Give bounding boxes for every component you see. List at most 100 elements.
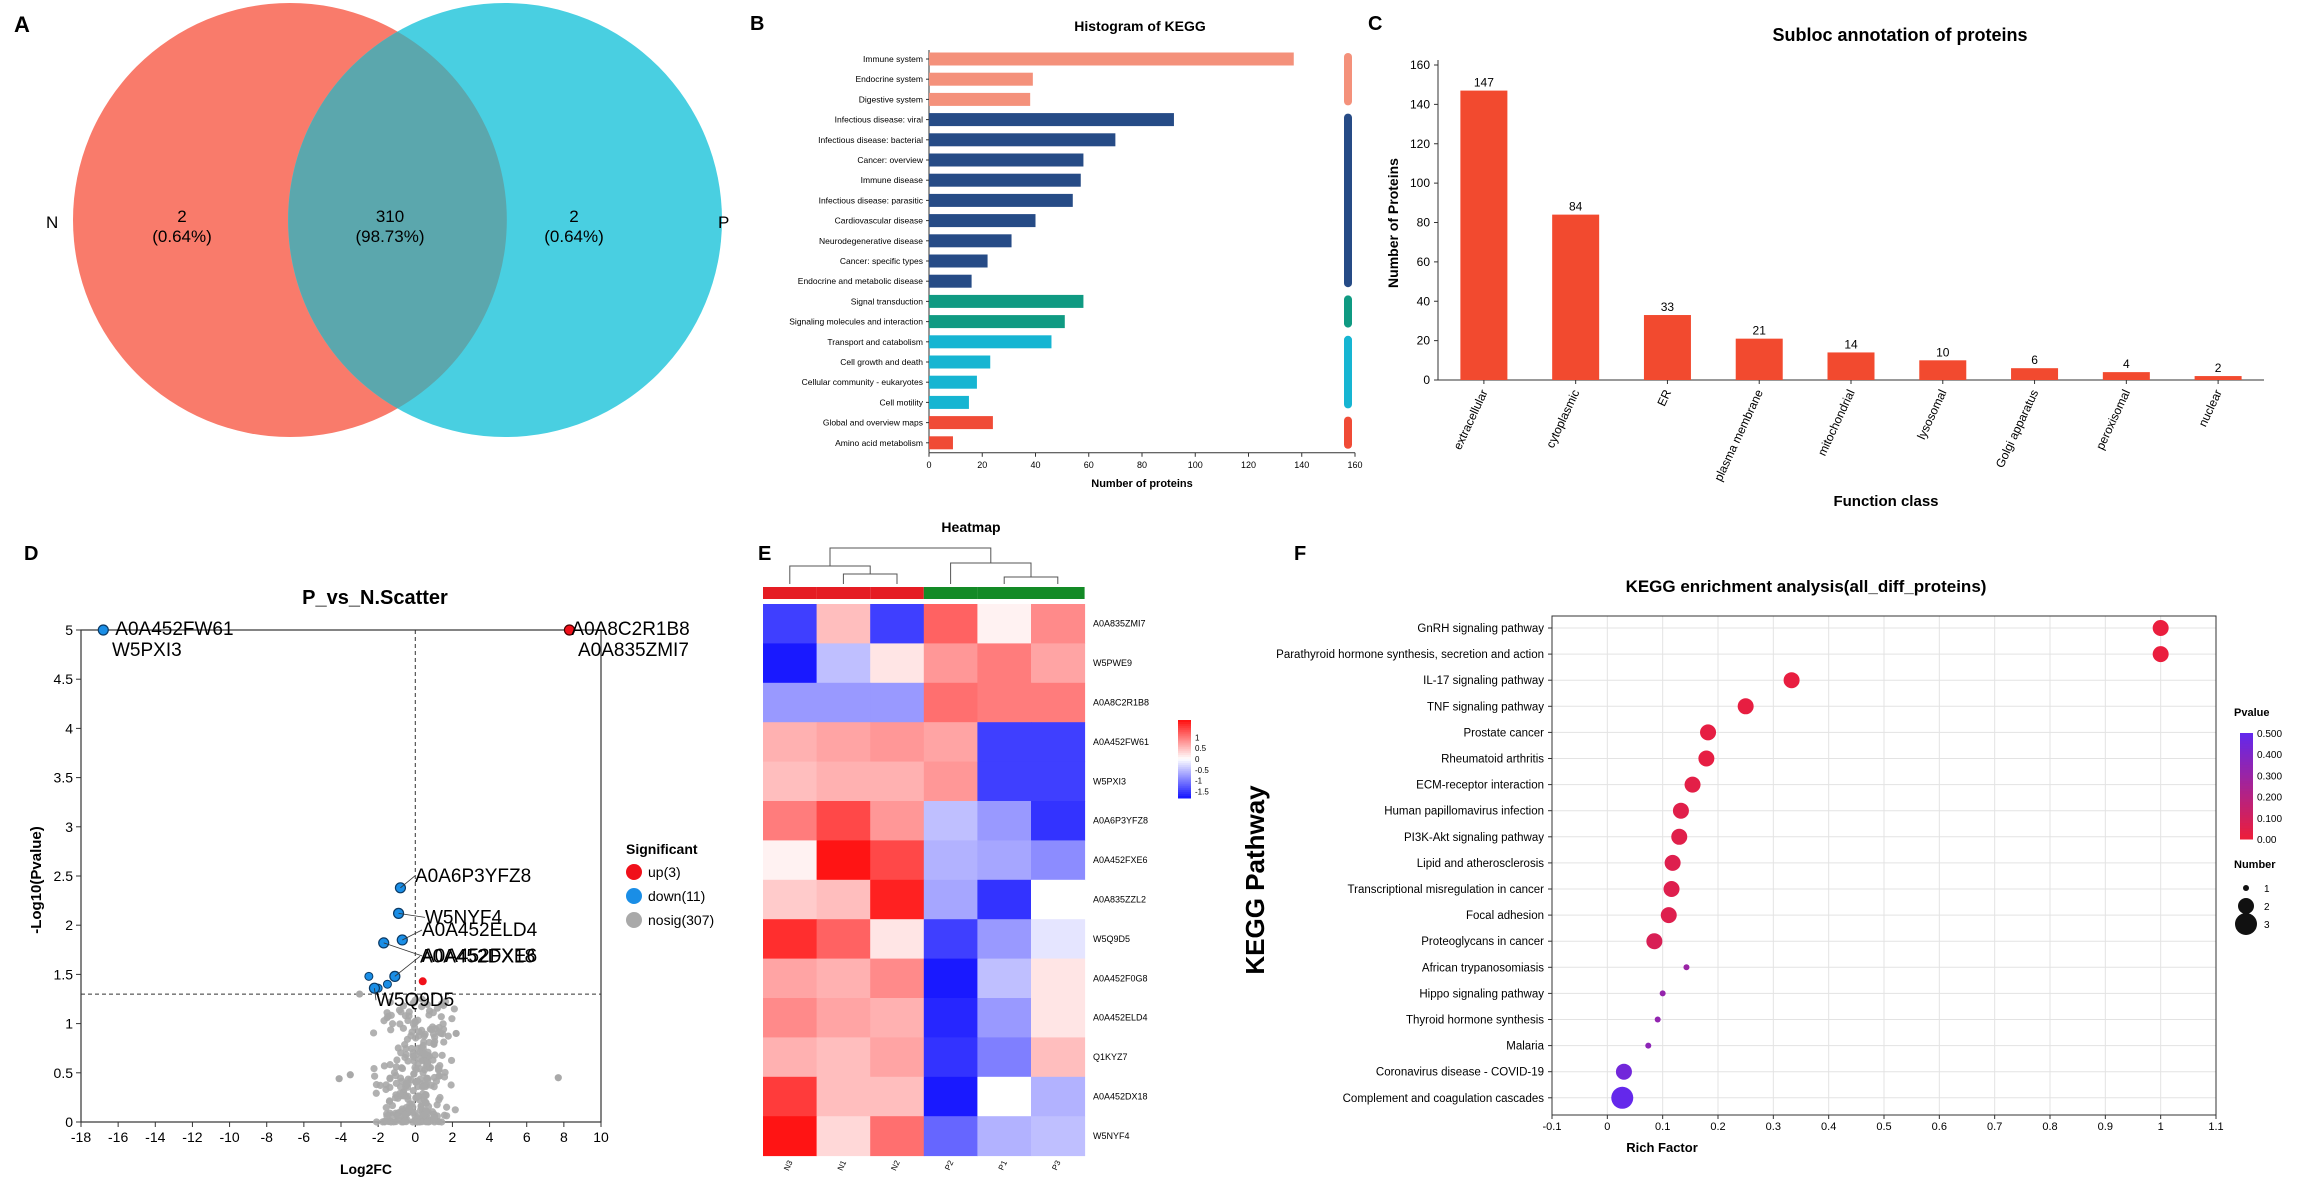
pvalue-colorbar-segment <box>2240 740 2253 745</box>
subloc-value-label: 2 <box>2215 361 2222 375</box>
volcano-nosig-point <box>440 1038 448 1046</box>
heatmap-colorbar-segment <box>1178 774 1191 778</box>
pvalue-colorbar-segment <box>2240 815 2253 819</box>
volcano-nosig-point <box>405 1105 413 1113</box>
heatmap-colorbar-segment <box>1178 723 1191 727</box>
heatmap-cell <box>816 801 871 841</box>
number-legend-label: 2 <box>2264 902 2270 913</box>
heatmap-cell <box>923 682 978 723</box>
volcano-x-tick-label: -16 <box>108 1129 128 1145</box>
number-legend-dot <box>2238 898 2254 914</box>
heatmap-cell <box>870 958 925 999</box>
enrichment-plot-frame <box>1551 615 2217 1116</box>
heatmap-row-label: W5PWE9 <box>1093 658 1132 668</box>
heatmap-row-label: A0A452FXE6 <box>1093 855 1148 865</box>
subloc-bar <box>2011 368 2059 380</box>
volcano-point <box>418 977 427 986</box>
subloc-category-label: Golgi apparatus <box>1993 387 2041 470</box>
heatmap-cell <box>816 919 871 960</box>
pvalue-colorbar-segment <box>2240 735 2253 739</box>
panel-letter-c: C <box>1368 13 1382 35</box>
kegg-histogram-bar <box>929 335 1052 349</box>
volcano-y-tick-label: 2.5 <box>54 868 74 884</box>
venn-left-pct: (0.64%) <box>152 227 212 246</box>
heatmap-colorbar-segment <box>1178 786 1191 789</box>
heatmap-cell <box>923 643 978 684</box>
volcano-nosig-point <box>388 1101 397 1110</box>
volcano-point <box>355 990 364 998</box>
venn-left-count: 2 <box>177 207 186 226</box>
subloc-bar <box>1919 360 1967 380</box>
volcano-nosig-point <box>435 1072 443 1080</box>
subloc-category-label: lysosomal <box>1914 387 1949 441</box>
kegg-histogram-category-label: Cancer: overview <box>857 155 924 165</box>
volcano-nosig-point <box>401 1110 409 1119</box>
heatmap-cell <box>977 1076 1032 1117</box>
heatmap-colorbar-segment <box>1178 755 1191 758</box>
heatmap-colorbar-tick-label: 0.5 <box>1195 744 1207 753</box>
subloc-bar-chart: Subloc annotation of proteins Number of … <box>1385 25 2264 510</box>
pvalue-colorbar-segment <box>2240 754 2253 758</box>
pvalue-colorbar-segment <box>2240 801 2253 806</box>
volcano-x-tick-label: -6 <box>298 1129 311 1145</box>
heatmap-column-label: P2 <box>943 1159 956 1172</box>
kegg-histogram-bar <box>929 52 1294 66</box>
heatmap-colorbar-segment <box>1178 759 1191 762</box>
volcano-nosig-point <box>402 1079 410 1087</box>
volcano-nosig-point <box>431 1033 439 1041</box>
kegg-histogram-category-label: Neurodegenerative disease <box>819 236 923 246</box>
heatmap-colorbar-segment <box>1178 725 1191 729</box>
volcano-nosig-point <box>394 1044 402 1052</box>
heatmap-group-strip-cell <box>763 587 817 599</box>
enrichment-dot <box>1783 672 1800 689</box>
heatmap-cell <box>870 998 925 1038</box>
heatmap-cell <box>1031 604 1086 644</box>
volcano-nosig-point <box>439 1020 447 1028</box>
heatmap-cell <box>1031 761 1086 802</box>
kegg-group-indicator-bar <box>1344 295 1352 328</box>
kegg-histogram-category-label: Signal transduction <box>851 296 924 306</box>
pvalue-colorbar-segment <box>2240 762 2253 766</box>
volcano-nosig-point <box>434 1066 443 1074</box>
enrichment-x-tick-label: 0.1 <box>1655 1121 1670 1133</box>
heatmap-cell <box>1031 1116 1086 1157</box>
enrichment-pathway-label: Focal adhesion <box>1466 910 1544 922</box>
number-legend-dot <box>2243 885 2249 891</box>
venn-center-count: 310 <box>376 207 404 226</box>
volcano-nosig-point <box>376 1081 384 1089</box>
subloc-y-tick-label: 160 <box>1410 58 1430 72</box>
enrichment-ylabel: KEGG Pathway <box>1240 785 1270 975</box>
volcano-point-label: A0A8C2R1B8 <box>571 619 689 640</box>
heatmap-cell <box>816 879 871 920</box>
heatmap-cell <box>1031 801 1086 841</box>
heatmap-cell <box>816 1116 871 1157</box>
pvalue-colorbar-tick-label: 0.200 <box>2257 793 2282 804</box>
venn-intersection <box>288 31 507 409</box>
heatmap-cell <box>923 1037 978 1078</box>
volcano-xlabel: Log2FC <box>340 1161 392 1177</box>
heatmap-colorbar-segment <box>1178 729 1191 733</box>
number-legend-dot <box>2235 913 2257 935</box>
volcano-x-tick-label: 2 <box>449 1129 457 1145</box>
heatmap-cell <box>870 801 925 841</box>
volcano-nosig-point <box>380 1062 388 1070</box>
kegg-histogram-bar <box>929 315 1065 329</box>
subloc-value-label: 4 <box>2123 357 2130 371</box>
volcano-nosig-point <box>414 1059 422 1068</box>
heatmap-cell <box>977 1037 1032 1078</box>
volcano-nosig-point <box>392 1117 400 1126</box>
kegg-histogram-bar <box>929 355 991 369</box>
volcano-nosig-point <box>392 1063 400 1071</box>
heatmap-colorbar-segment <box>1178 790 1191 793</box>
volcano-nosig-point <box>415 1028 423 1036</box>
enrichment-pathway-label: Human papillomavirus infection <box>1384 806 1544 818</box>
volcano-x-tick-label: 6 <box>523 1129 531 1145</box>
kegg-histogram-bar <box>929 254 988 268</box>
subloc-category-label: cytoplasmic <box>1543 387 1582 450</box>
heatmap-colorbar-tick-label: 1 <box>1195 733 1200 742</box>
volcano-nosig-point <box>420 1110 428 1119</box>
subloc-category-label: extracellular <box>1451 387 1491 452</box>
enrichment-pathway-label: Lipid and atherosclerosis <box>1417 858 1544 870</box>
enrichment-pathway-label: Hippo signaling pathway <box>1419 988 1544 1000</box>
heatmap-cell <box>763 643 818 684</box>
